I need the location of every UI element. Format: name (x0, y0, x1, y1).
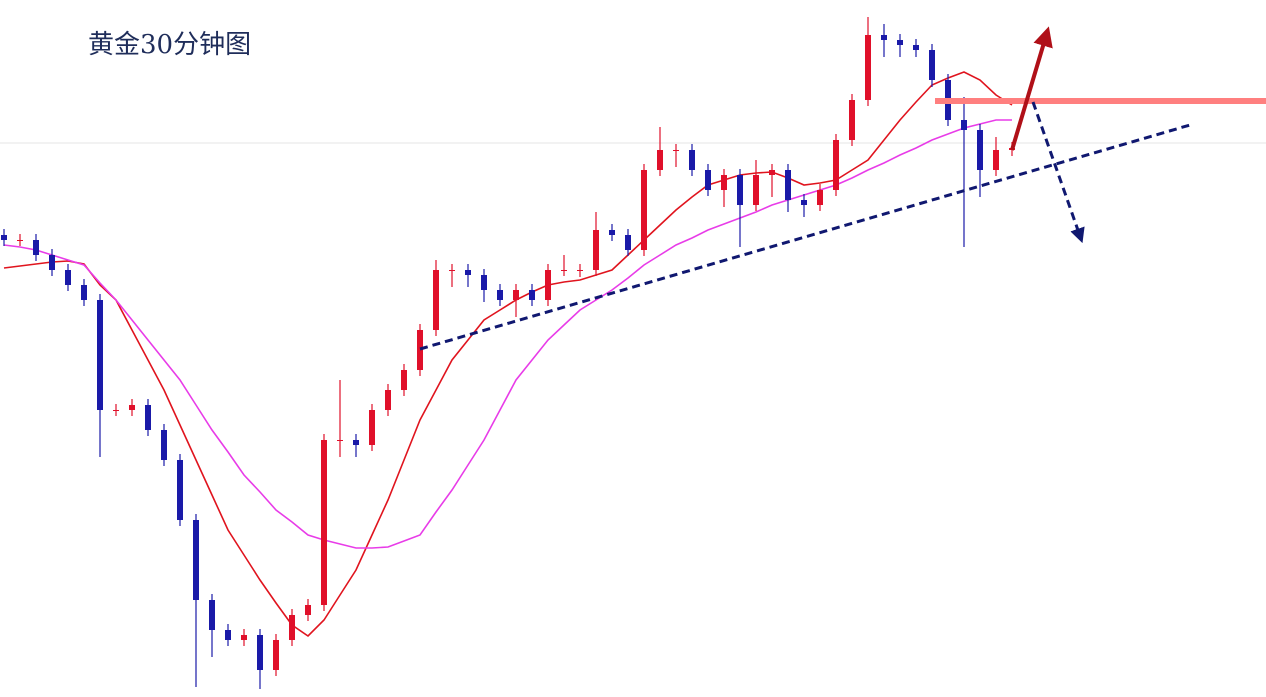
candle-body (337, 440, 343, 441)
candle-body (433, 270, 439, 330)
candle-body (225, 630, 231, 640)
candle-body (833, 140, 839, 190)
candle-body (577, 270, 583, 271)
candle-body (801, 200, 807, 205)
candle-body (97, 300, 103, 410)
moving-average (3, 71, 1013, 638)
candle-body (49, 255, 55, 270)
candle-body (897, 40, 903, 45)
plot-area (1, 17, 1015, 689)
candle-body (561, 270, 567, 271)
candle-body (353, 440, 359, 445)
candle-body (753, 175, 759, 205)
down-arrow (1031, 101, 1085, 244)
candle-body (257, 635, 263, 670)
candle-body (737, 175, 743, 205)
candle-body (865, 35, 871, 100)
candle-body (81, 285, 87, 300)
candle-body (785, 170, 791, 200)
candle-body (33, 240, 39, 255)
moving-average (3, 119, 1012, 549)
candle-body (161, 430, 167, 460)
candle-body (305, 605, 311, 615)
candle-body (977, 130, 983, 170)
candle-body (401, 370, 407, 390)
candle-body (929, 50, 935, 80)
candle-body (961, 120, 967, 130)
candle-body (449, 270, 455, 271)
candle-body (625, 235, 631, 250)
candle-body (705, 170, 711, 190)
candle-body (913, 45, 919, 50)
candle-body (545, 270, 551, 300)
candle-body (65, 270, 71, 285)
candle-body (385, 390, 391, 410)
candle-body (993, 150, 999, 170)
chart-title: 黄金30分钟图 (88, 30, 251, 60)
candle-body (609, 230, 615, 235)
up-arrow (1010, 26, 1053, 151)
candle-body (849, 100, 855, 140)
candle-body (113, 410, 119, 411)
candle-body (641, 170, 647, 250)
candle-body (481, 275, 487, 290)
candle-body (209, 600, 215, 630)
candle-body (289, 615, 295, 640)
candle-body (689, 150, 695, 170)
candle-body (145, 405, 151, 430)
candle-body (593, 230, 599, 270)
candle-body (129, 405, 135, 410)
candle-body (321, 440, 327, 605)
candle-body (657, 150, 663, 170)
candle-body (529, 290, 535, 300)
candle-body (193, 520, 199, 600)
candle-body (673, 150, 679, 151)
trend-line (419, 123, 1191, 351)
candle-body (177, 460, 183, 520)
candle-body (417, 330, 423, 370)
candle-body (369, 410, 375, 445)
candle-body (1, 235, 7, 240)
candle-body (513, 290, 519, 300)
candle-body (17, 240, 23, 241)
candle-body (497, 290, 503, 300)
candle-body (881, 35, 887, 40)
candle-body (241, 635, 247, 640)
candle-body (273, 640, 279, 670)
candle-body (465, 270, 471, 275)
candle-body (769, 170, 775, 175)
candle-body (721, 175, 727, 190)
candle-body (817, 190, 823, 205)
